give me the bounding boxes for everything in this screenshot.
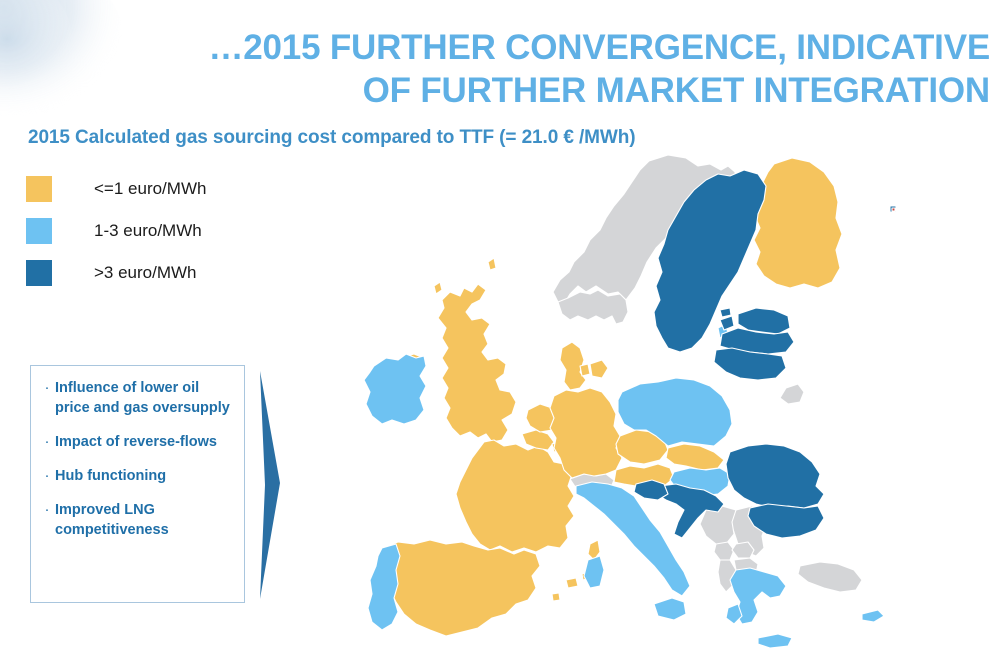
island-zealand-denmark xyxy=(589,359,609,379)
bullet-text: Impact of reverse-flows xyxy=(55,434,217,450)
island-crete xyxy=(757,633,793,649)
country-sweden xyxy=(653,169,767,353)
map-legend: <=1 euro/MWh 1-3 euro/MWh >3 euro/MWh xyxy=(26,168,326,294)
bullet-text: Influence of lower oil price and gas ove… xyxy=(55,380,230,416)
list-item: · Influence of lower oil price and gas o… xyxy=(39,378,234,418)
country-norway xyxy=(552,154,737,305)
legend-label-high: >3 euro/MWh xyxy=(94,263,197,282)
country-ireland xyxy=(363,353,427,425)
right-arrow-icon xyxy=(260,371,280,599)
drivers-callout-box: · Influence of lower oil price and gas o… xyxy=(30,365,245,603)
bullet-marker-icon: · xyxy=(44,501,50,518)
list-item: · Improved LNG competitiveness xyxy=(39,500,234,540)
page-title: …2015 FURTHER CONVERGENCE, INDICATIVE OF… xyxy=(0,26,998,112)
page-title-line-1: …2015 FURTHER CONVERGENCE, INDICATIVE xyxy=(208,28,990,67)
country-croatia xyxy=(655,483,725,539)
legend-item: 1-3 euro/MWh xyxy=(26,210,326,252)
legend-label-mid: 1-3 euro/MWh xyxy=(94,221,202,240)
page-title-line-2: OF FURTHER MARKET INTEGRATION xyxy=(362,71,991,110)
chart-subtitle: 2015 Calculated gas sourcing cost compar… xyxy=(28,127,636,148)
island-sardinia xyxy=(583,555,605,589)
country-poland xyxy=(617,377,733,447)
country-finland xyxy=(753,157,843,289)
map-marker-dot-accent xyxy=(891,207,896,212)
country-slovakia xyxy=(665,443,725,471)
island-hiiumaa xyxy=(719,307,732,318)
country-portugal xyxy=(367,543,401,631)
country-bosnia xyxy=(699,505,737,545)
legend-swatch-mid xyxy=(26,218,52,244)
island-peloponnese xyxy=(725,603,743,625)
bullet-marker-icon: · xyxy=(44,467,50,484)
country-norway-south xyxy=(557,289,629,325)
island-outer-hebrides xyxy=(433,281,443,295)
map-countries xyxy=(363,154,897,649)
bullet-text: Improved LNG competitiveness xyxy=(55,502,169,538)
country-united-kingdom xyxy=(437,283,517,443)
country-greece xyxy=(729,567,787,625)
island-saaremaa xyxy=(719,315,735,331)
country-belgium xyxy=(521,429,555,451)
country-estonia xyxy=(737,307,791,335)
country-montenegro xyxy=(713,541,735,561)
bullet-marker-icon: · xyxy=(44,379,50,396)
legend-swatch-low xyxy=(26,176,52,202)
legend-swatch-high xyxy=(26,260,52,286)
legend-item: >3 euro/MWh xyxy=(26,252,326,294)
legend-item: <=1 euro/MWh xyxy=(26,168,326,210)
country-belarus xyxy=(779,383,805,405)
island-ibiza xyxy=(551,592,561,602)
country-kosovo xyxy=(731,541,755,559)
island-corsica xyxy=(587,539,601,561)
island-cyprus xyxy=(861,609,885,623)
country-italy xyxy=(575,481,691,597)
country-bulgaria xyxy=(747,503,825,539)
country-denmark xyxy=(559,341,587,391)
country-slovenia xyxy=(633,479,669,501)
country-romania xyxy=(725,443,825,509)
list-item: · Impact of reverse-flows xyxy=(39,432,234,452)
bullet-marker-icon: · xyxy=(44,433,50,450)
bullet-text: Hub functioning xyxy=(55,468,167,484)
list-item: · Hub functioning xyxy=(39,466,234,486)
country-france xyxy=(455,439,575,553)
country-spain xyxy=(379,539,541,637)
island-funen-denmark xyxy=(579,363,591,377)
island-mallorca xyxy=(565,577,579,589)
island-sicily xyxy=(653,597,687,621)
island-shetland xyxy=(487,257,497,271)
country-turkey xyxy=(797,561,863,593)
country-czech-republic xyxy=(615,429,669,465)
country-germany xyxy=(549,387,623,479)
legend-label-low: <=1 euro/MWh xyxy=(94,179,207,198)
europe-choropleth-map xyxy=(363,154,897,649)
country-lithuania xyxy=(713,347,787,381)
